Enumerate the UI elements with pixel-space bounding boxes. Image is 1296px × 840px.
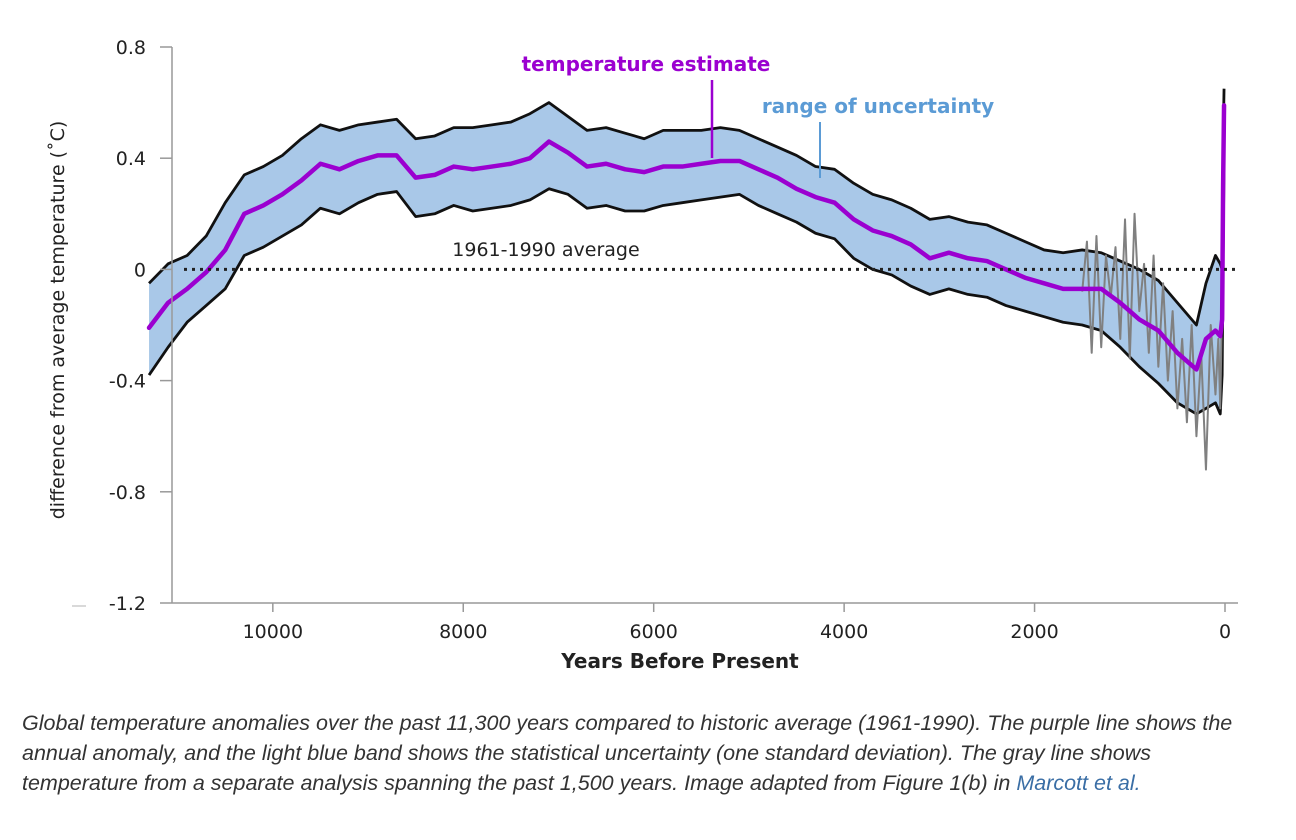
figure-caption: Global temperature anomalies over the pa… <box>22 708 1272 798</box>
x-tick-label: 6000 <box>630 621 678 643</box>
y-ticks: 0.8 0.4 0 -0.4 -0.8 -1.2 <box>109 37 172 615</box>
series-layer <box>146 103 1227 471</box>
gray-series-line <box>1081 172 1225 471</box>
x-tick-label: 4000 <box>820 621 868 643</box>
caption-link-marcott[interactable]: Marcott et al. <box>1016 771 1141 795</box>
y-tick-label: 0.8 <box>116 37 146 59</box>
annotation-temperature-estimate: temperature estimate <box>522 52 771 76</box>
annotation-average-label: 1961-1990 average <box>452 239 639 261</box>
x-tick-label: 10000 <box>243 621 303 643</box>
x-tick-label: 2000 <box>1010 621 1058 643</box>
y-tick-label: 0.4 <box>116 148 146 170</box>
x-tick-label: 0 <box>1219 621 1231 643</box>
x-ticks: 10000 8000 6000 4000 2000 0 <box>243 603 1231 643</box>
annotation-range-of-uncertainty: range of uncertainty <box>762 94 994 118</box>
uncertainty-lower-edge <box>147 158 1226 416</box>
y-tick-label: 0 <box>134 259 146 281</box>
y-tick-label: -0.8 <box>109 482 146 504</box>
y-tick-label: -1.2 <box>109 593 146 615</box>
temperature-anomaly-chart: 0.8 0.4 0 -0.4 -0.8 -1.2 10000 8000 6000 4000 200… <box>47 37 1240 673</box>
caption-text: Global temperature anomalies over the pa… <box>22 711 1233 795</box>
x-tick-label: 8000 <box>439 621 487 643</box>
temperature-estimate-line <box>146 103 1227 372</box>
uncertainty-band-layer <box>147 88 1226 416</box>
uncertainty-band <box>149 88 1225 414</box>
y-tick-label: -0.4 <box>109 371 146 393</box>
y-axis-title: difference from average temperature (˚C) <box>47 121 69 520</box>
x-axis-title: Years Before Present <box>560 649 799 673</box>
